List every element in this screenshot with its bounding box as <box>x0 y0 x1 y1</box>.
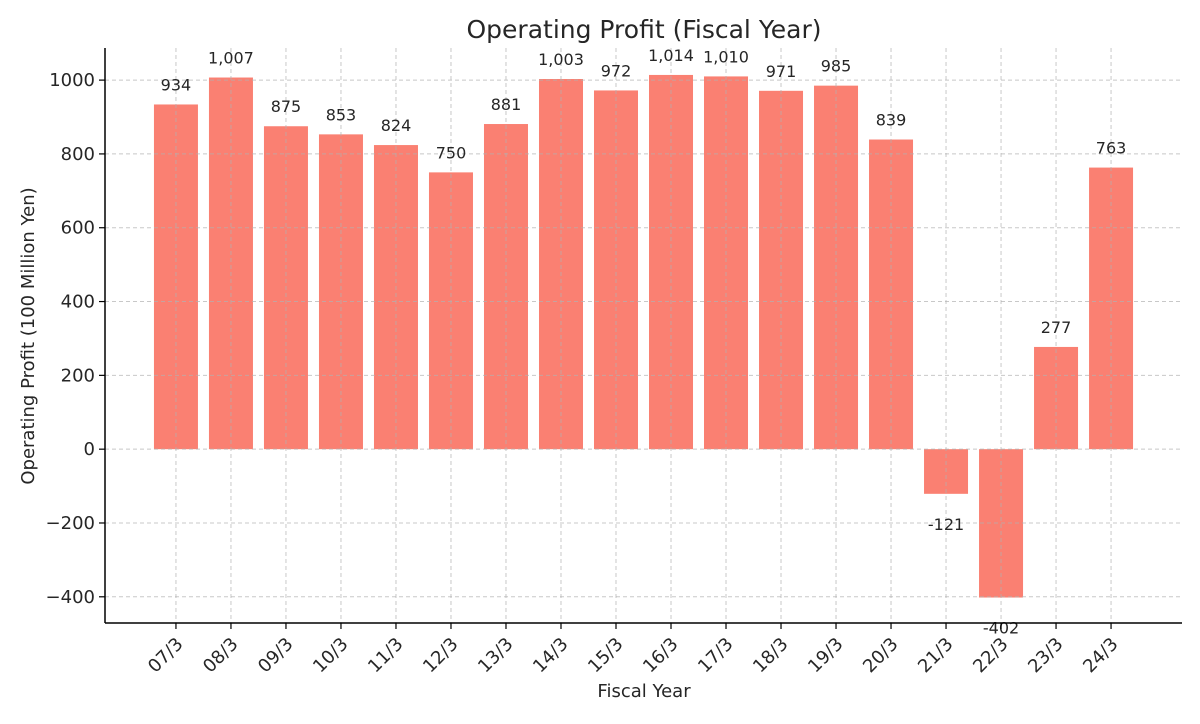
x-tick-label: 20/3 <box>859 634 902 677</box>
x-tick-label: 16/3 <box>639 634 682 677</box>
y-tick-label: 0 <box>84 439 95 460</box>
data-label: 972 <box>601 61 632 80</box>
data-label: 1,010 <box>703 47 749 66</box>
x-tick-label: 24/3 <box>1079 634 1122 677</box>
data-label: 875 <box>271 97 302 116</box>
x-tick-label: 18/3 <box>749 634 792 677</box>
data-label: 985 <box>821 57 852 76</box>
data-label: 1,014 <box>648 46 694 65</box>
data-label: 763 <box>1096 139 1127 158</box>
x-tick-label: 10/3 <box>309 634 352 677</box>
y-tick-label: 600 <box>61 218 95 239</box>
x-tick-label: 13/3 <box>474 634 517 677</box>
data-label: 934 <box>161 75 192 94</box>
x-tick-label: 08/3 <box>199 634 242 677</box>
data-label: 1,007 <box>208 49 254 68</box>
bar-10/3 <box>318 134 363 450</box>
y-tick-label: −400 <box>46 587 95 608</box>
data-label: 839 <box>876 111 907 130</box>
data-label: 853 <box>326 105 357 124</box>
y-tick-label: 200 <box>61 365 95 386</box>
x-tick-label: 19/3 <box>804 634 847 677</box>
y-axis-label: Operating Profit (100 Million Yen) <box>18 187 39 484</box>
y-tick-label: 1000 <box>49 70 95 91</box>
data-label: 277 <box>1041 318 1072 337</box>
x-tick-label: 11/3 <box>364 634 407 677</box>
x-tick-label: 12/3 <box>419 634 462 677</box>
data-label: 750 <box>436 143 467 162</box>
data-label: 824 <box>381 116 412 135</box>
x-tick-label: 07/3 <box>144 634 187 677</box>
x-tick-label: 14/3 <box>529 634 572 677</box>
x-tick-label: 15/3 <box>584 634 627 677</box>
data-label: 1,003 <box>538 50 584 69</box>
data-label: 881 <box>491 95 522 114</box>
y-tick-label: 800 <box>61 144 95 165</box>
y-tick-label: −200 <box>46 513 95 534</box>
y-tick-label: 400 <box>61 292 95 313</box>
data-label: -121 <box>928 515 964 534</box>
bar-18/3 <box>759 90 804 450</box>
x-tick-label: 21/3 <box>914 634 957 677</box>
bar-15/3 <box>593 90 638 450</box>
data-label: 971 <box>766 62 797 81</box>
x-tick-label: 23/3 <box>1024 634 1067 677</box>
x-tick-label: 09/3 <box>254 634 297 677</box>
x-tick-label: 22/3 <box>969 634 1012 677</box>
chart-title: Operating Profit (Fiscal Year) <box>466 15 821 44</box>
x-axis-label: Fiscal Year <box>597 681 691 702</box>
x-tick-label: 17/3 <box>694 634 737 677</box>
